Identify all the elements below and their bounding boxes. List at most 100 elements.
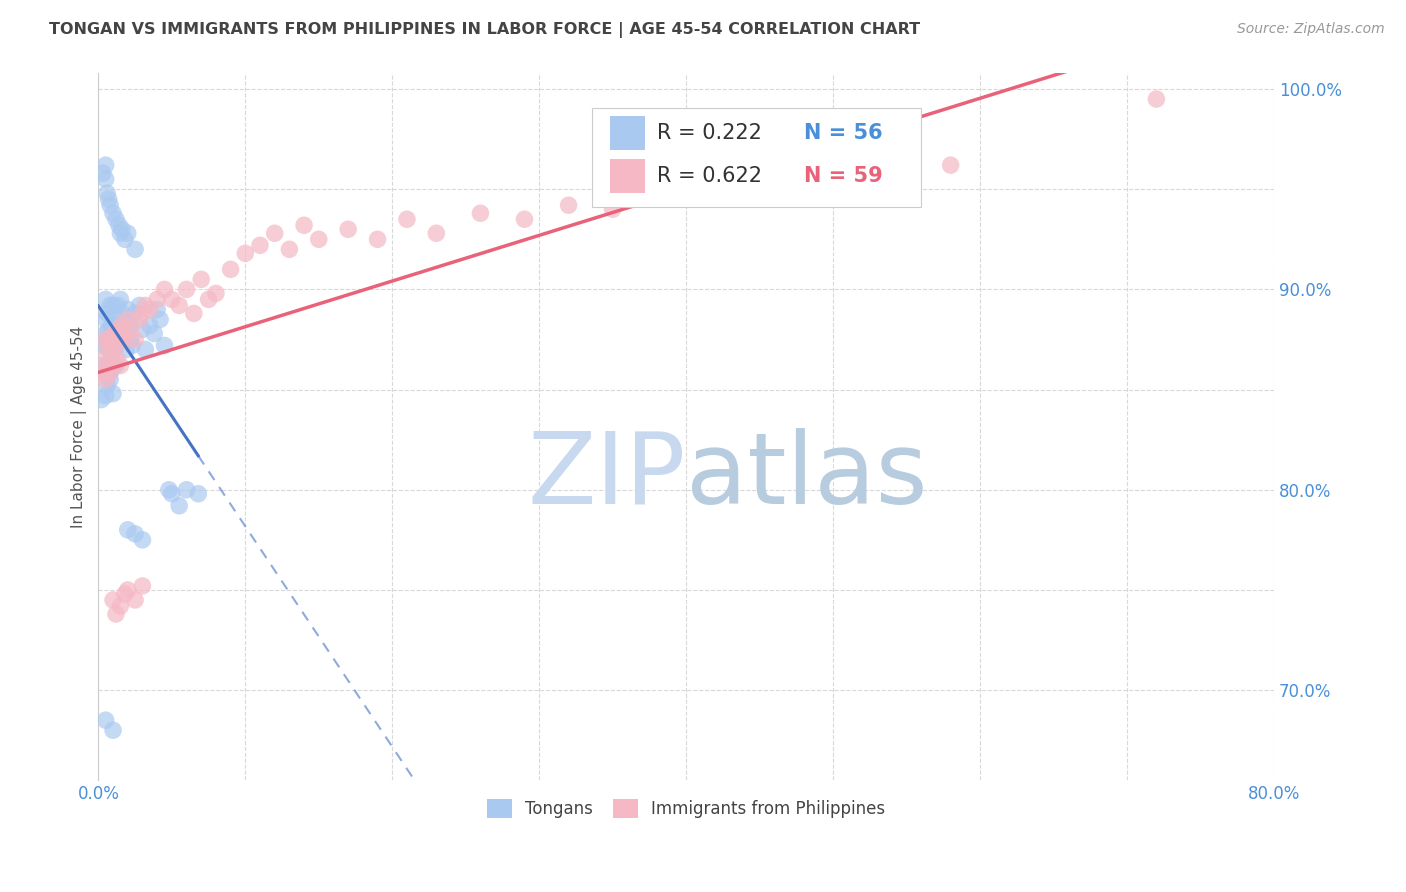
Text: Source: ZipAtlas.com: Source: ZipAtlas.com [1237, 22, 1385, 37]
Point [108, 333, 131, 347]
Point [112, 333, 135, 347]
Point [100, 346, 122, 360]
Point [90, 392, 112, 407]
Point [190, 272, 212, 286]
Point [131, 306, 153, 320]
Point [98, 198, 121, 212]
Point [513, 212, 536, 227]
Point [131, 579, 153, 593]
Point [149, 312, 172, 326]
Point [117, 227, 139, 241]
Point [134, 343, 156, 357]
Point [146, 302, 169, 317]
Point [101, 333, 124, 347]
Point [114, 587, 136, 601]
Point [128, 312, 150, 326]
Point [704, 186, 727, 201]
Point [97, 333, 120, 347]
Point [160, 293, 183, 307]
Point [104, 607, 127, 621]
Point [98, 338, 121, 352]
Point [110, 293, 132, 307]
Point [120, 333, 142, 347]
Text: N = 59: N = 59 [804, 166, 883, 186]
Point [187, 487, 209, 501]
Point [97, 359, 120, 373]
Point [131, 322, 153, 336]
Point [100, 362, 122, 376]
Point [153, 282, 176, 296]
FancyBboxPatch shape [592, 108, 921, 207]
Point [111, 306, 134, 320]
Point [1144, 92, 1167, 106]
Point [104, 322, 127, 336]
Point [115, 343, 138, 357]
Text: atlas: atlas [686, 427, 928, 524]
Point [143, 326, 166, 341]
Point [94, 326, 117, 341]
Point [101, 206, 124, 220]
Point [134, 298, 156, 312]
Point [100, 318, 122, 333]
Point [124, 593, 146, 607]
Point [308, 232, 330, 246]
Point [97, 192, 120, 206]
FancyBboxPatch shape [610, 116, 645, 150]
Text: N = 56: N = 56 [804, 123, 883, 143]
Point [94, 158, 117, 172]
Point [94, 388, 117, 402]
Point [91, 359, 114, 373]
Point [98, 298, 121, 312]
Point [110, 227, 132, 241]
Point [249, 238, 271, 252]
Point [117, 312, 139, 326]
Point [167, 298, 190, 312]
Point [131, 533, 153, 547]
Text: R = 0.622: R = 0.622 [657, 166, 762, 186]
Point [101, 333, 124, 347]
Point [146, 293, 169, 307]
Point [104, 338, 127, 352]
Point [94, 172, 117, 186]
Point [124, 526, 146, 541]
Point [97, 343, 120, 357]
Text: R = 0.222: R = 0.222 [657, 123, 762, 143]
Point [91, 166, 114, 180]
Point [111, 318, 134, 333]
Point [124, 306, 146, 320]
Point [114, 326, 136, 341]
Point [118, 318, 141, 333]
Point [101, 359, 124, 373]
Point [94, 367, 117, 381]
Point [557, 198, 579, 212]
Point [128, 298, 150, 312]
Point [101, 723, 124, 738]
Point [219, 262, 242, 277]
Point [100, 333, 122, 347]
Text: ZIP: ZIP [527, 427, 686, 524]
Point [103, 343, 125, 357]
Point [94, 333, 117, 347]
Point [205, 286, 228, 301]
Point [104, 359, 127, 373]
Y-axis label: In Labor Force | Age 45-54: In Labor Force | Age 45-54 [72, 326, 87, 528]
Point [101, 298, 124, 312]
Text: TONGAN VS IMMIGRANTS FROM PHILIPPINES IN LABOR FORCE | AGE 45-54 CORRELATION CHA: TONGAN VS IMMIGRANTS FROM PHILIPPINES IN… [49, 22, 921, 38]
Point [114, 232, 136, 246]
Point [176, 282, 198, 296]
Point [103, 306, 125, 320]
Point [183, 306, 205, 320]
Point [108, 219, 131, 233]
Point [823, 172, 845, 186]
Point [98, 373, 121, 387]
Point [101, 386, 124, 401]
Point [108, 322, 131, 336]
Point [763, 178, 786, 193]
Point [197, 293, 219, 307]
Point [114, 322, 136, 336]
Point [470, 206, 492, 220]
Point [117, 582, 139, 597]
Point [117, 523, 139, 537]
Point [103, 326, 125, 341]
Point [880, 166, 903, 180]
